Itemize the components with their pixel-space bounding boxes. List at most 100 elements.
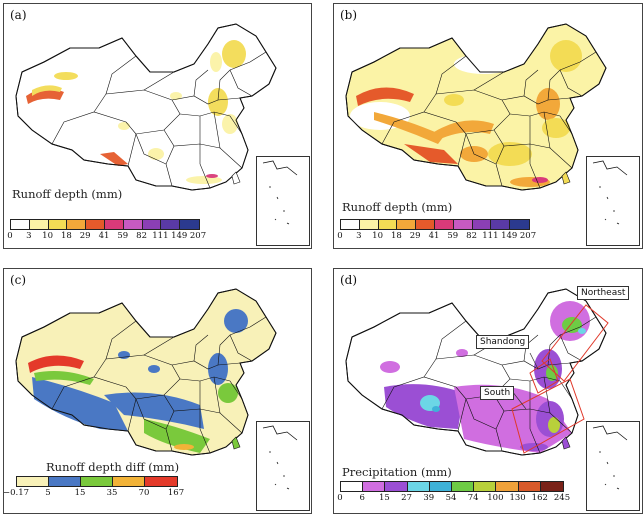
colorbar-tick-label: 149 — [171, 231, 188, 241]
colorbar-tick-label: 74 — [467, 493, 479, 503]
colorbar-swatch — [434, 220, 454, 229]
colorbar-tick-label: 29 — [79, 231, 91, 241]
diff-patches — [28, 309, 248, 453]
colorbar-tick-label: 167 — [167, 488, 185, 498]
colorbar-swatch — [48, 220, 68, 229]
colorbar-tick-label: 0 — [7, 231, 13, 241]
precipitation-map — [345, 288, 609, 456]
colorbar-swatch — [145, 477, 177, 486]
callout-shandong: Shandong — [476, 335, 530, 349]
colorbar-ticks: 0 3 10 18 29 41 59 82 111 149 207 — [7, 231, 206, 241]
colorbar-swatch — [113, 477, 145, 486]
callout-south: South — [480, 386, 515, 400]
colorbar-swatch — [491, 220, 511, 229]
runoff-diff-map — [15, 288, 277, 456]
colorbar — [340, 219, 530, 230]
runoff-map-b — [345, 23, 607, 191]
colorbar-tick-label: 207 — [519, 231, 537, 241]
colorbar-swatch — [363, 482, 386, 491]
colorbar — [10, 219, 200, 230]
panel-label: (d) — [340, 273, 358, 287]
colorbar-tick-label: 111 — [152, 231, 169, 241]
colorbar-tick-label: 0 — [337, 493, 343, 503]
colorbar-swatch — [397, 220, 417, 229]
colorbar-tick-label: 111 — [482, 231, 499, 241]
panel-d: Northeast Shandong South (d) Precipitati… — [333, 268, 643, 514]
panel-b: (b) Runoff depth (mm) 0 3 10 18 29 41 59 82 111 1… — [333, 3, 643, 249]
colorbar-swatch — [67, 220, 87, 229]
colorbar-tick-label: 100 — [487, 493, 504, 503]
colorbar-ticks: 0 3 10 18 29 41 59 82 111 149 207 — [337, 231, 536, 241]
colorbar-tick-label: 5 — [45, 488, 51, 498]
south-china-sea-inset — [586, 421, 640, 511]
colorbar-tick-label: 3 — [356, 231, 362, 241]
colorbar — [340, 481, 564, 492]
colorbar-swatch — [496, 482, 519, 491]
study-region-boxes — [511, 304, 609, 454]
colorbar-swatch — [17, 477, 49, 486]
south-china-sea-inset — [256, 156, 310, 246]
runoff-map-a — [15, 23, 277, 191]
colorbar-tick-label: 207 — [189, 231, 207, 241]
colorbar-swatch — [407, 482, 430, 491]
colorbar-swatch — [378, 220, 398, 229]
colorbar-tick-label: 6 — [359, 493, 365, 503]
colorbar-tick-label: 39 — [423, 493, 435, 503]
panel-a: (a) Runoff depth (mm) 0 3 10 18 29 41 59 82 111 1… — [3, 3, 312, 249]
colorbar-swatch — [161, 220, 181, 229]
colorbar-swatch — [29, 220, 49, 229]
colorbar-swatch — [416, 220, 435, 229]
colorbar-swatch — [104, 220, 124, 229]
colorbar-swatch — [341, 220, 360, 229]
colorbar-tick-label: 10 — [42, 231, 54, 241]
colorbar-swatch — [341, 482, 364, 491]
colorbar-tick-label: 149 — [501, 231, 518, 241]
colorbar-ticks: −0.17 5 15 35 70 167 — [4, 488, 184, 498]
colorbar-tick-label: 27 — [401, 493, 413, 503]
colorbar-title: Precipitation (mm) — [342, 465, 452, 479]
panel-label: (c) — [10, 273, 27, 287]
colorbar-tick-label: 130 — [509, 493, 526, 503]
colorbar-tick-label: 10 — [372, 231, 384, 241]
colorbar-tick-label: 18 — [60, 231, 72, 241]
south-china-sea-inset — [256, 421, 310, 511]
colorbar-swatch — [180, 220, 199, 229]
colorbar-swatch — [510, 220, 529, 229]
colorbar-swatch — [474, 482, 497, 491]
colorbar-swatch — [123, 220, 143, 229]
colorbar-swatch — [142, 220, 162, 229]
colorbar-tick-label: 18 — [390, 231, 402, 241]
callout-northeast: Northeast — [577, 286, 630, 300]
colorbar-tick-label: 59 — [117, 231, 129, 241]
colorbar-tick-label: 70 — [138, 488, 150, 498]
colorbar-tick-label: −0.17 — [3, 488, 30, 498]
colorbar-tick-label: 41 — [428, 231, 440, 241]
panel-label: (b) — [340, 8, 358, 22]
colorbar-tick-label: 82 — [466, 231, 478, 241]
colorbar-tick-label: 3 — [26, 231, 32, 241]
colorbar-swatch — [429, 482, 452, 491]
colorbar-tick-label: 54 — [445, 493, 457, 503]
colorbar-tick-label: 59 — [447, 231, 459, 241]
colorbar-swatch — [81, 477, 113, 486]
colorbar-title: Runoff depth (mm) — [342, 200, 453, 214]
colorbar-tick-label: 41 — [98, 231, 110, 241]
south-china-sea-inset — [586, 156, 640, 246]
colorbar-tick-label: 0 — [337, 231, 343, 241]
colorbar-tick-label: 35 — [106, 488, 118, 498]
colorbar-ticks: 0 6 15 27 39 54 74 100 130 162 245 — [337, 493, 570, 503]
runoff-patches — [26, 40, 246, 184]
colorbar-swatch — [359, 220, 379, 229]
colorbar-title: Runoff depth diff (mm) — [46, 460, 180, 474]
callout-leaders — [511, 352, 539, 410]
colorbar-swatch — [86, 220, 105, 229]
colorbar-tick-label: 29 — [409, 231, 421, 241]
colorbar-tick-label: 245 — [553, 493, 571, 503]
colorbar-swatch — [453, 220, 473, 229]
panel-c: (c) Runoff depth diff (mm) −0.17 5 15 35 70 1… — [3, 268, 312, 514]
colorbar-swatch — [385, 482, 408, 491]
colorbar-title: Runoff depth (mm) — [12, 187, 123, 201]
colorbar-swatch — [11, 220, 30, 229]
colorbar-tick-label: 82 — [136, 231, 148, 241]
colorbar-tick-label: 15 — [378, 493, 390, 503]
